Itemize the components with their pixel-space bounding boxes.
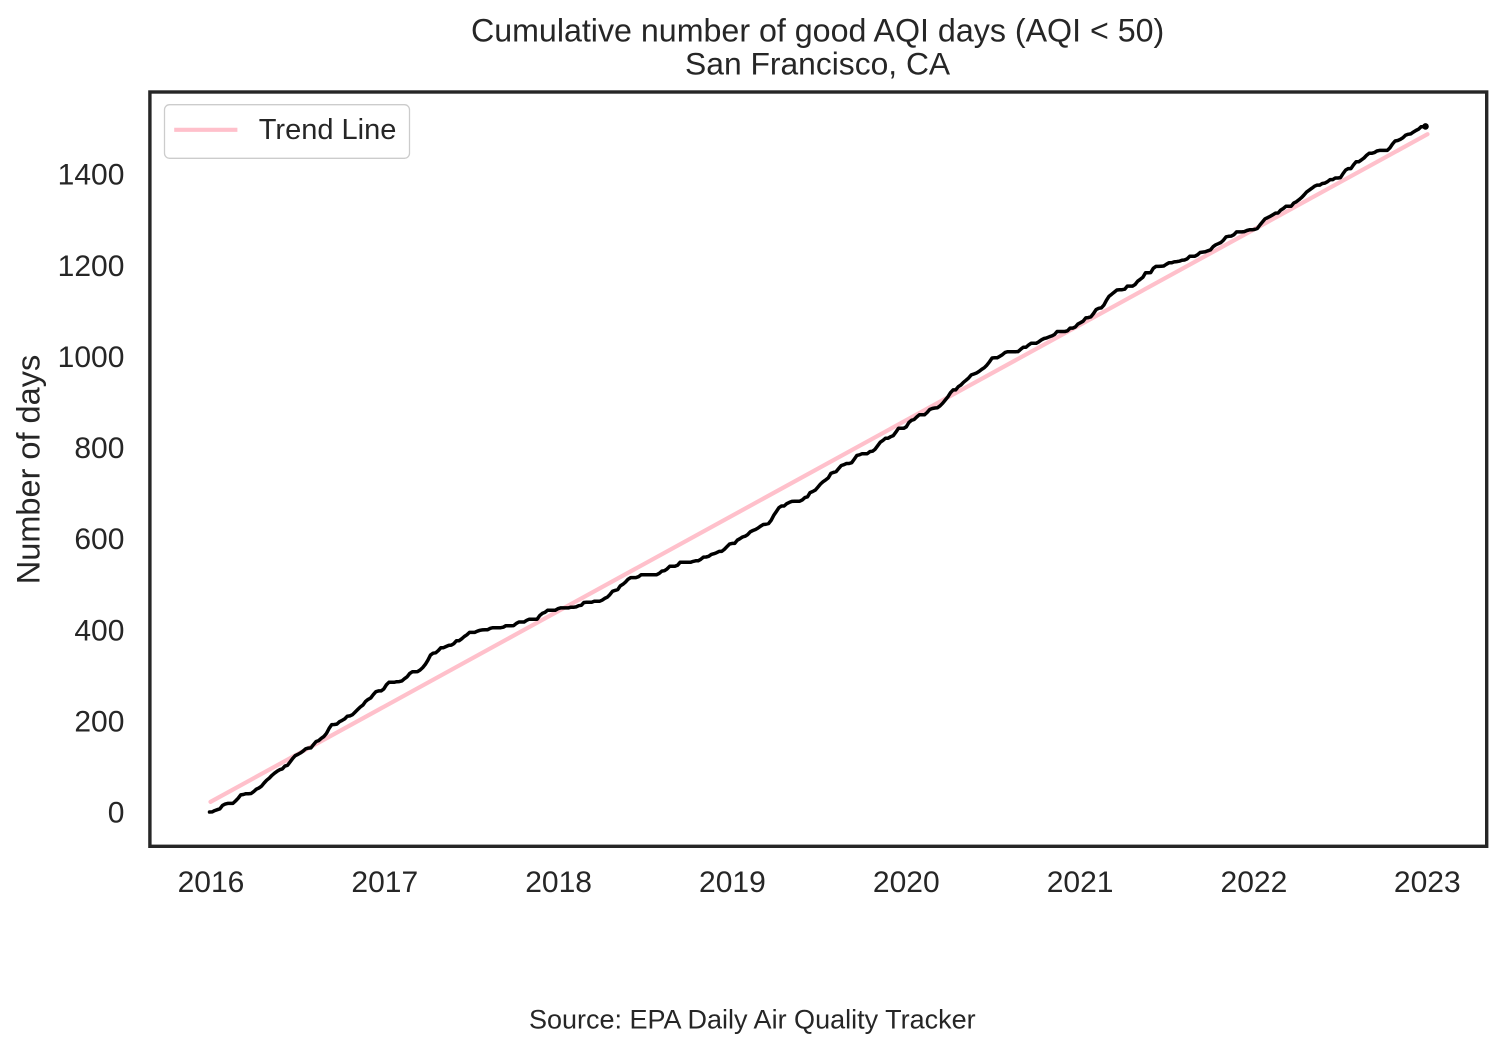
svg-text:0: 0	[108, 797, 125, 830]
svg-text:2016: 2016	[178, 866, 245, 899]
svg-text:200: 200	[74, 706, 124, 739]
svg-text:2018: 2018	[525, 866, 592, 899]
svg-text:1200: 1200	[58, 250, 125, 283]
svg-text:2017: 2017	[351, 866, 418, 899]
svg-text:2020: 2020	[873, 866, 940, 899]
svg-text:Trend Line: Trend Line	[259, 114, 397, 146]
svg-text:2023: 2023	[1394, 866, 1461, 899]
svg-text:1400: 1400	[58, 159, 125, 192]
svg-text:800: 800	[74, 432, 124, 465]
svg-text:2022: 2022	[1221, 866, 1288, 899]
svg-text:1000: 1000	[58, 341, 125, 374]
svg-text:600: 600	[74, 523, 124, 556]
svg-text:San Francisco, CA: San Francisco, CA	[685, 46, 951, 82]
svg-text:2021: 2021	[1047, 866, 1114, 899]
svg-text:400: 400	[74, 614, 124, 647]
svg-text:Source: EPA Daily Air Quality: Source: EPA Daily Air Quality Tracker	[529, 1005, 976, 1035]
svg-text:Number of days: Number of days	[11, 355, 47, 584]
svg-text:Cumulative number of good AQI: Cumulative number of good AQI days (AQI …	[471, 13, 1164, 49]
svg-text:2019: 2019	[699, 866, 766, 899]
